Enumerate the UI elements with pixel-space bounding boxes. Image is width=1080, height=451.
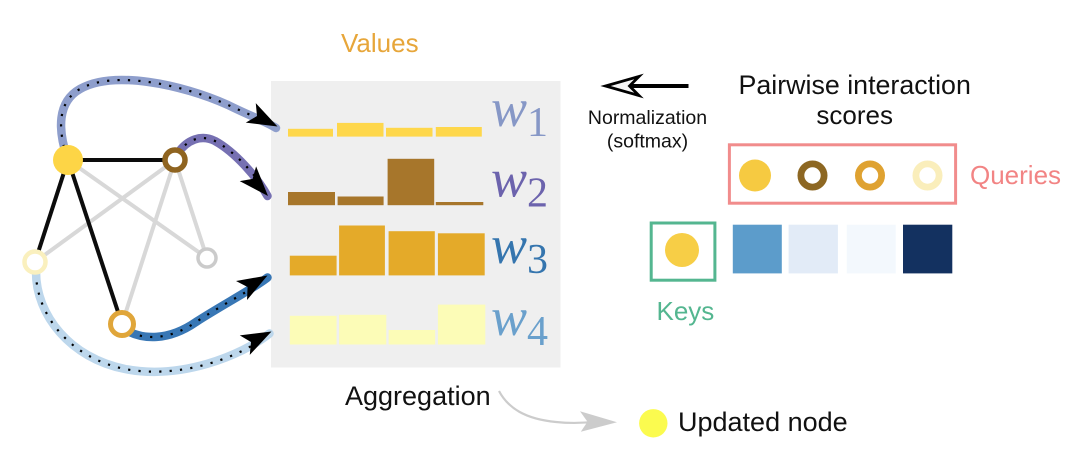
svg-text:Aggregation: Aggregation [345,381,491,411]
svg-text:w1: w1 [491,78,548,146]
svg-text:Updated node: Updated node [678,407,848,437]
svg-text:Pairwise interaction: Pairwise interaction [739,70,971,100]
svg-text:Normalization: Normalization [588,107,707,129]
svg-text:Keys: Keys [657,296,715,326]
svg-text:scores: scores [816,100,893,130]
svg-text:(softmax): (softmax) [607,131,688,153]
svg-text:w2: w2 [491,149,548,217]
svg-text:Values: Values [341,28,419,58]
svg-text:Queries: Queries [970,160,1061,190]
